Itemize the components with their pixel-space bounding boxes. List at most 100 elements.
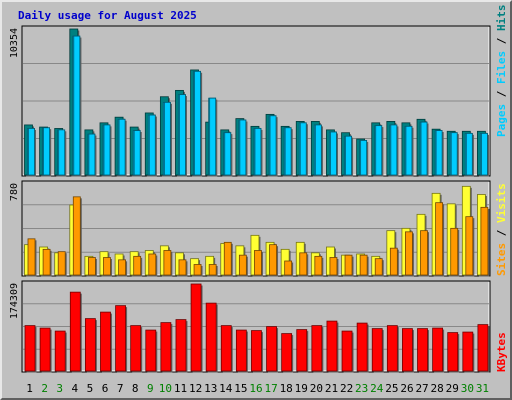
day-label-1: 1 (26, 382, 33, 395)
bar-pages-4 (73, 35, 82, 177)
bar-sites-21 (329, 257, 339, 277)
bar-kbytes-29 (447, 332, 460, 373)
bar-pages-24 (375, 125, 384, 177)
bar-sites-6 (103, 257, 112, 277)
bar-kbytes-3 (54, 330, 67, 373)
day-label-14: 14 (219, 382, 233, 395)
bar-sites-25 (389, 247, 399, 277)
bar-kbytes-18 (281, 333, 294, 373)
ymax-label: 10354 (9, 28, 20, 58)
day-label-29: 29 (446, 382, 459, 395)
bar-pages-11 (179, 94, 187, 177)
bar-kbytes-10 (160, 322, 173, 373)
bar-sites-12 (193, 264, 203, 277)
bar-kbytes-20 (311, 325, 324, 373)
bar-sites-24 (374, 258, 384, 277)
day-label-24: 24 (370, 382, 384, 395)
legend-separator: / (495, 31, 508, 51)
bar-sites-30 (465, 216, 475, 277)
bar-sites-7 (118, 259, 128, 277)
bar-sites-19 (299, 252, 309, 277)
bar-pages-20 (314, 124, 323, 177)
bar-pages-15 (239, 119, 248, 177)
day-label-20: 20 (310, 382, 323, 395)
bar-kbytes-4 (69, 291, 82, 373)
bar-sites-14 (223, 241, 233, 277)
bar-pages-25 (390, 124, 399, 177)
day-label-2: 2 (41, 382, 48, 395)
bar-kbytes-24 (371, 328, 384, 373)
bar-pages-9 (148, 114, 157, 177)
bar-pages-17 (269, 115, 278, 177)
bar-sites-1 (27, 238, 37, 277)
bar-pages-10 (163, 101, 172, 177)
bar-sites-2 (42, 248, 52, 277)
day-label-21: 21 (325, 382, 338, 395)
bar-sites-22 (344, 254, 354, 277)
day-label-25: 25 (385, 382, 398, 395)
bar-pages-23 (360, 140, 369, 177)
bar-kbytes-12 (190, 283, 203, 373)
bar-pages-1 (28, 128, 36, 177)
chart-title: Daily usage for August 2025 (18, 9, 197, 22)
bar-sites-17 (269, 244, 279, 277)
bar-sites-28 (435, 202, 445, 277)
bar-sites-8 (133, 255, 143, 277)
bar-sites-3 (57, 251, 67, 277)
bar-sites-15 (238, 254, 248, 277)
day-label-9: 9 (147, 382, 154, 395)
bar-sites-5 (87, 257, 97, 277)
bar-kbytes-28 (432, 327, 445, 373)
legend-top: Pages / Files / Hits (495, 5, 508, 138)
day-label-12: 12 (189, 382, 202, 395)
bar-kbytes-5 (84, 318, 97, 373)
bar-kbytes-7 (115, 305, 128, 373)
bar-sites-16 (254, 250, 263, 277)
bar-sites-27 (420, 230, 430, 277)
bar-kbytes-21 (326, 320, 339, 373)
bar-sites-9 (148, 253, 158, 277)
bar-pages-3 (58, 129, 67, 177)
bar-pages-19 (299, 122, 308, 177)
day-label-31: 31 (476, 382, 489, 395)
day-label-28: 28 (431, 382, 444, 395)
bar-kbytes-8 (130, 325, 143, 373)
bar-pages-31 (481, 133, 489, 177)
bar-pages-2 (43, 127, 52, 177)
bar-pages-18 (284, 127, 293, 177)
bar-kbytes-31 (477, 324, 490, 373)
bar-kbytes-14 (220, 325, 233, 373)
legend-item-kbytes: KBytes (495, 332, 508, 372)
bar-kbytes-22 (341, 330, 354, 373)
bar-kbytes-30 (462, 331, 475, 373)
legend-item-sites: Sites (495, 243, 508, 276)
day-label-23: 23 (355, 382, 368, 395)
bar-kbytes-9 (145, 329, 158, 373)
bar-pages-5 (88, 133, 97, 177)
bar-pages-6 (103, 124, 112, 177)
day-label-26: 26 (400, 382, 413, 395)
ymax-label: 780 (9, 183, 20, 201)
legend-item-hits: Hits (495, 5, 508, 32)
bar-pages-27 (420, 121, 429, 177)
bar-kbytes-2 (39, 327, 52, 373)
legend-item-pages: Pages (495, 104, 508, 137)
bar-pages-13 (209, 97, 218, 177)
bar-pages-14 (224, 132, 233, 177)
bar-kbytes-17 (266, 326, 279, 373)
bar-sites-13 (208, 264, 218, 277)
legend-middle: Sites / Visits (495, 183, 508, 276)
bar-kbytes-16 (251, 330, 263, 373)
bar-pages-22 (345, 135, 354, 177)
day-label-27: 27 (415, 382, 428, 395)
legend-separator: / (495, 223, 508, 243)
day-label-30: 30 (461, 382, 474, 395)
legend-separator: / (495, 84, 508, 104)
day-label-11: 11 (174, 382, 187, 395)
day-label-13: 13 (204, 382, 217, 395)
day-label-10: 10 (159, 382, 172, 395)
legend-item-visits: Visits (495, 183, 508, 223)
panel-visits-sites (21, 180, 491, 277)
day-label-3: 3 (56, 382, 63, 395)
